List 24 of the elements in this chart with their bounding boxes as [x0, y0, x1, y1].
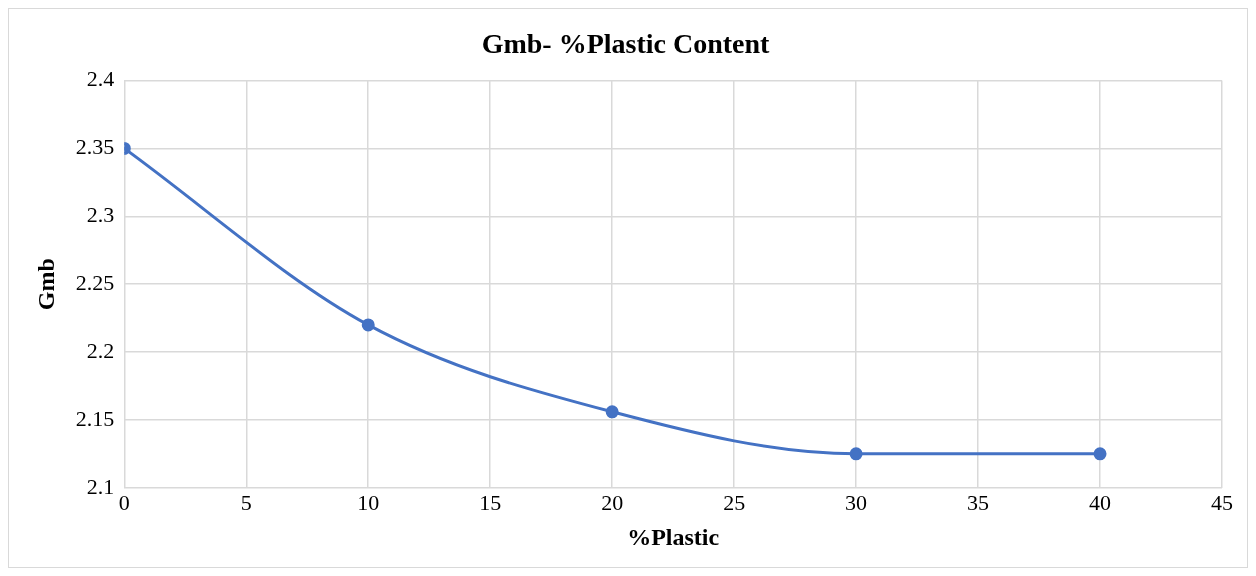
- point: [849, 447, 863, 461]
- y-tick-label: 2.4: [86, 66, 115, 92]
- y-tick-label: 2.1: [86, 473, 115, 499]
- point: [361, 318, 375, 332]
- x-tick-label: 40: [1089, 489, 1112, 515]
- x-tick-label: 20: [601, 489, 624, 515]
- x-axis-title: %Plastic: [627, 523, 720, 550]
- x-tick-label: 10: [357, 489, 380, 515]
- x-tick-label: 45: [1211, 489, 1233, 515]
- y-tick-label: 2.35: [75, 134, 115, 160]
- y-tick-label: 2.3: [86, 202, 115, 228]
- x-tick-label: 15: [479, 489, 502, 515]
- x-tick-label: 25: [723, 489, 746, 515]
- x-tick-label: 0: [118, 489, 130, 515]
- x-tick-label: 5: [240, 489, 252, 515]
- x-tick-label: 30: [845, 489, 868, 515]
- y-tick-label: 2.25: [75, 269, 115, 295]
- point: [605, 405, 619, 419]
- point: [1093, 447, 1107, 461]
- y-axis-title: Gmb: [32, 258, 59, 311]
- chart-title: Gmb- %Plastic Content: [481, 28, 771, 60]
- y-tick-label: 2.15: [75, 405, 115, 431]
- x-tick-label: 35: [967, 489, 990, 515]
- y-tick-label: 2.2: [86, 337, 115, 363]
